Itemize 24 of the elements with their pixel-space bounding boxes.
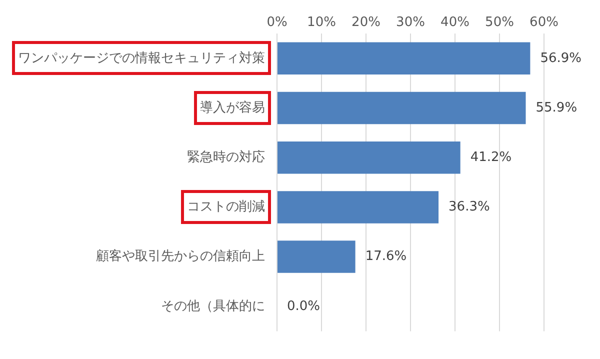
data-label: 56.9% [540,50,582,66]
data-label: 17.6% [365,249,407,264]
y-tick-label: ワンパッケージでの情報セキュリティ対策 [18,50,265,66]
x-tick-label: 30% [396,15,425,30]
data-label: 0.0% [287,298,320,314]
x-tick-label: 10% [307,15,336,30]
bar [278,141,460,174]
bar [278,240,356,273]
x-tick-label: 60% [530,15,558,30]
x-tick-label: 0% [266,15,288,30]
data-label: 55.9% [536,100,578,116]
data-label: 41.2% [470,150,512,165]
bar [278,191,439,224]
data-label: 36.3% [448,200,490,215]
y-tick-label: コストの削減 [187,200,265,215]
y-tick-label: 導入が容易 [200,99,265,116]
y-tick-label: 顧客や取引先からの信頼向上 [96,248,265,264]
x-tick-label: 20% [352,15,380,30]
x-tick-label: 40% [440,15,470,30]
y-tick-label: 緊急時の対応 [187,148,265,165]
x-tick-label: 50% [485,15,514,30]
bar [278,92,526,124]
y-tick-label: その他（具体的に [161,298,265,314]
bar [278,42,530,75]
